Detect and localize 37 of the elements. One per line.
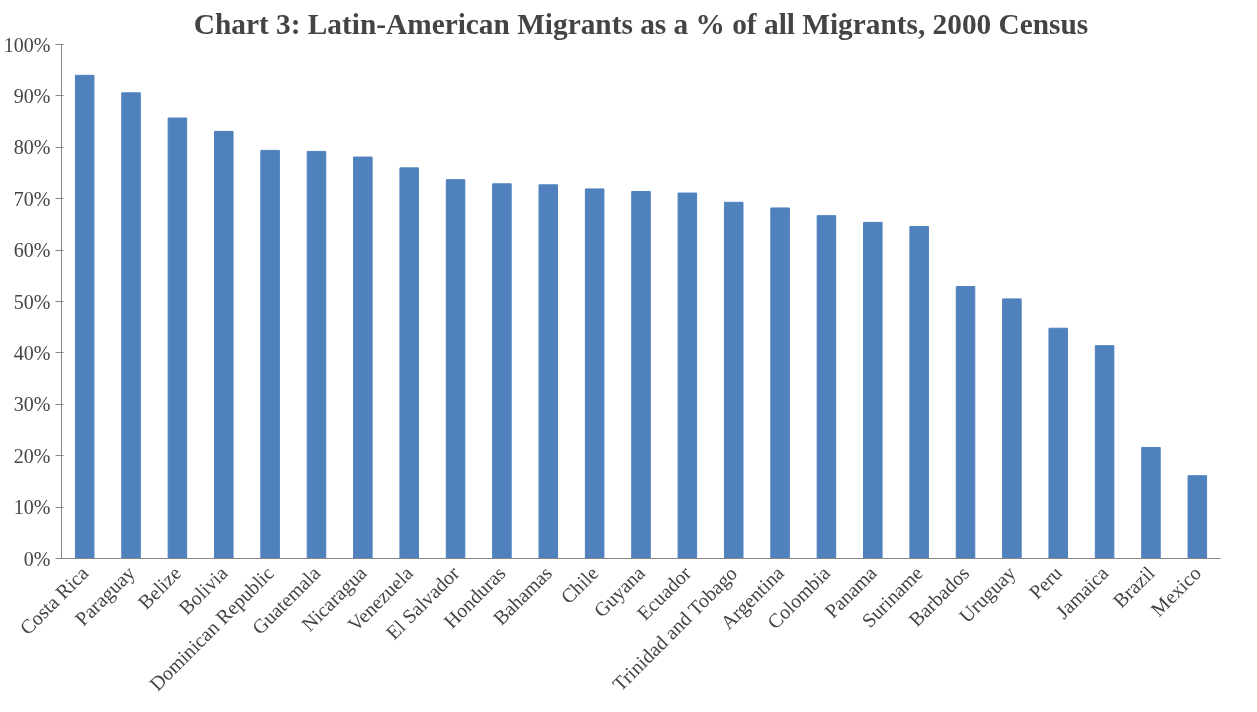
bar <box>677 192 698 559</box>
chart-title: Chart 3: Latin-American Migrants as a % of all Migrants, 2000 Census <box>193 7 1089 40</box>
bar <box>353 156 373 559</box>
y-tick-label: 50% <box>13 290 51 313</box>
y-tick-label: 60% <box>13 239 51 262</box>
y-tick-label: 40% <box>13 341 51 364</box>
bar <box>816 215 837 559</box>
bar <box>1187 475 1208 559</box>
bar <box>955 286 976 559</box>
bar <box>74 74 95 559</box>
bar <box>584 188 605 559</box>
bar <box>723 201 744 559</box>
y-tick-label: 10% <box>13 496 51 519</box>
bar <box>492 183 512 559</box>
y-tick-label: 30% <box>13 393 51 416</box>
bar <box>1048 327 1069 559</box>
bar <box>121 92 141 559</box>
bar <box>1002 298 1022 559</box>
bar <box>445 179 466 559</box>
bar <box>306 150 327 559</box>
y-tick-label: 0% <box>23 547 51 570</box>
y-tick-label: 70% <box>13 187 51 210</box>
y-tick-label: 20% <box>13 444 51 467</box>
bar <box>863 221 883 559</box>
bar <box>1094 345 1115 559</box>
bar <box>213 130 234 559</box>
bar <box>1141 446 1161 559</box>
bar <box>167 117 188 559</box>
y-tick-label: 80% <box>13 136 51 159</box>
bar <box>909 225 929 559</box>
bar <box>770 207 790 559</box>
bar <box>538 184 559 559</box>
bar <box>631 191 651 559</box>
y-tick-label: 90% <box>13 84 51 107</box>
bar <box>399 167 419 559</box>
y-tick-label: 100% <box>3 33 51 56</box>
bar <box>260 149 280 559</box>
